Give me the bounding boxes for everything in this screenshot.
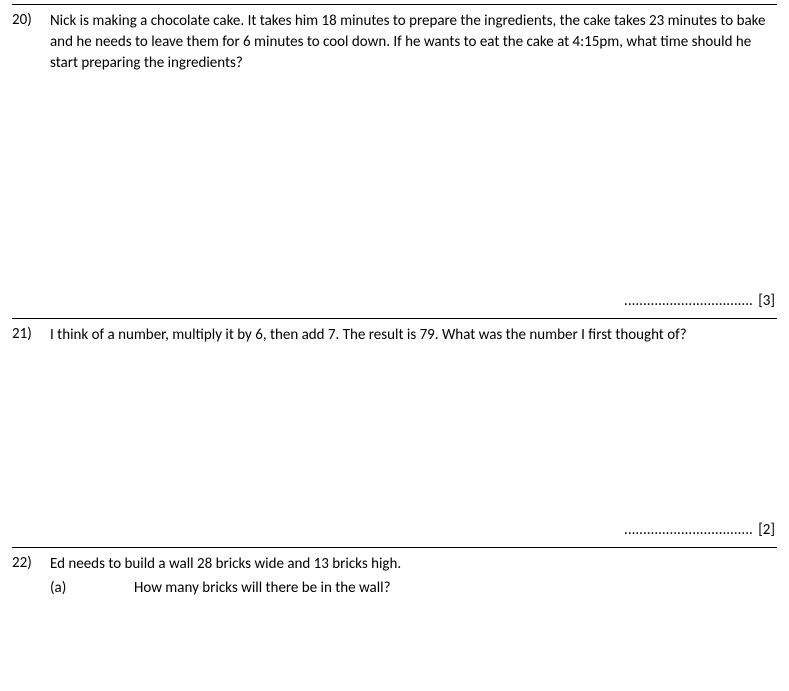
- marks-label: [3]: [758, 292, 775, 310]
- workspace: [12, 346, 777, 521]
- answer-dots: ..................................: [624, 521, 753, 539]
- answer-line: .................................. [3]: [12, 292, 777, 310]
- worksheet-page: 20) Nick is making a chocolate cake. It …: [0, 0, 789, 615]
- subquestion-row: (a) How many bricks will there be in the…: [12, 579, 777, 597]
- question-22: 22) Ed needs to build a wall 28 bricks w…: [12, 547, 777, 605]
- answer-dots: ..................................: [624, 292, 753, 310]
- question-21: 21) I think of a number, multiply it by …: [12, 318, 777, 547]
- question-number: 20): [12, 11, 50, 29]
- question-number: 21): [12, 325, 50, 343]
- question-20: 20) Nick is making a chocolate cake. It …: [12, 4, 777, 318]
- answer-line: .................................. [2]: [12, 521, 777, 539]
- question-row: 21) I think of a number, multiply it by …: [12, 325, 777, 346]
- subquestion-text: How many bricks will there be in the wal…: [128, 579, 777, 597]
- question-row: 22) Ed needs to build a wall 28 bricks w…: [12, 554, 777, 575]
- question-number: 22): [12, 554, 50, 572]
- subquestion-letter: (a): [50, 579, 88, 597]
- question-text: I think of a number, multiply it by 6, t…: [50, 325, 777, 346]
- marks-label: [2]: [758, 521, 775, 539]
- question-text: Ed needs to build a wall 28 bricks wide …: [50, 554, 777, 575]
- question-row: 20) Nick is making a chocolate cake. It …: [12, 11, 777, 74]
- workspace: [12, 74, 777, 292]
- question-text: Nick is making a chocolate cake. It take…: [50, 11, 777, 74]
